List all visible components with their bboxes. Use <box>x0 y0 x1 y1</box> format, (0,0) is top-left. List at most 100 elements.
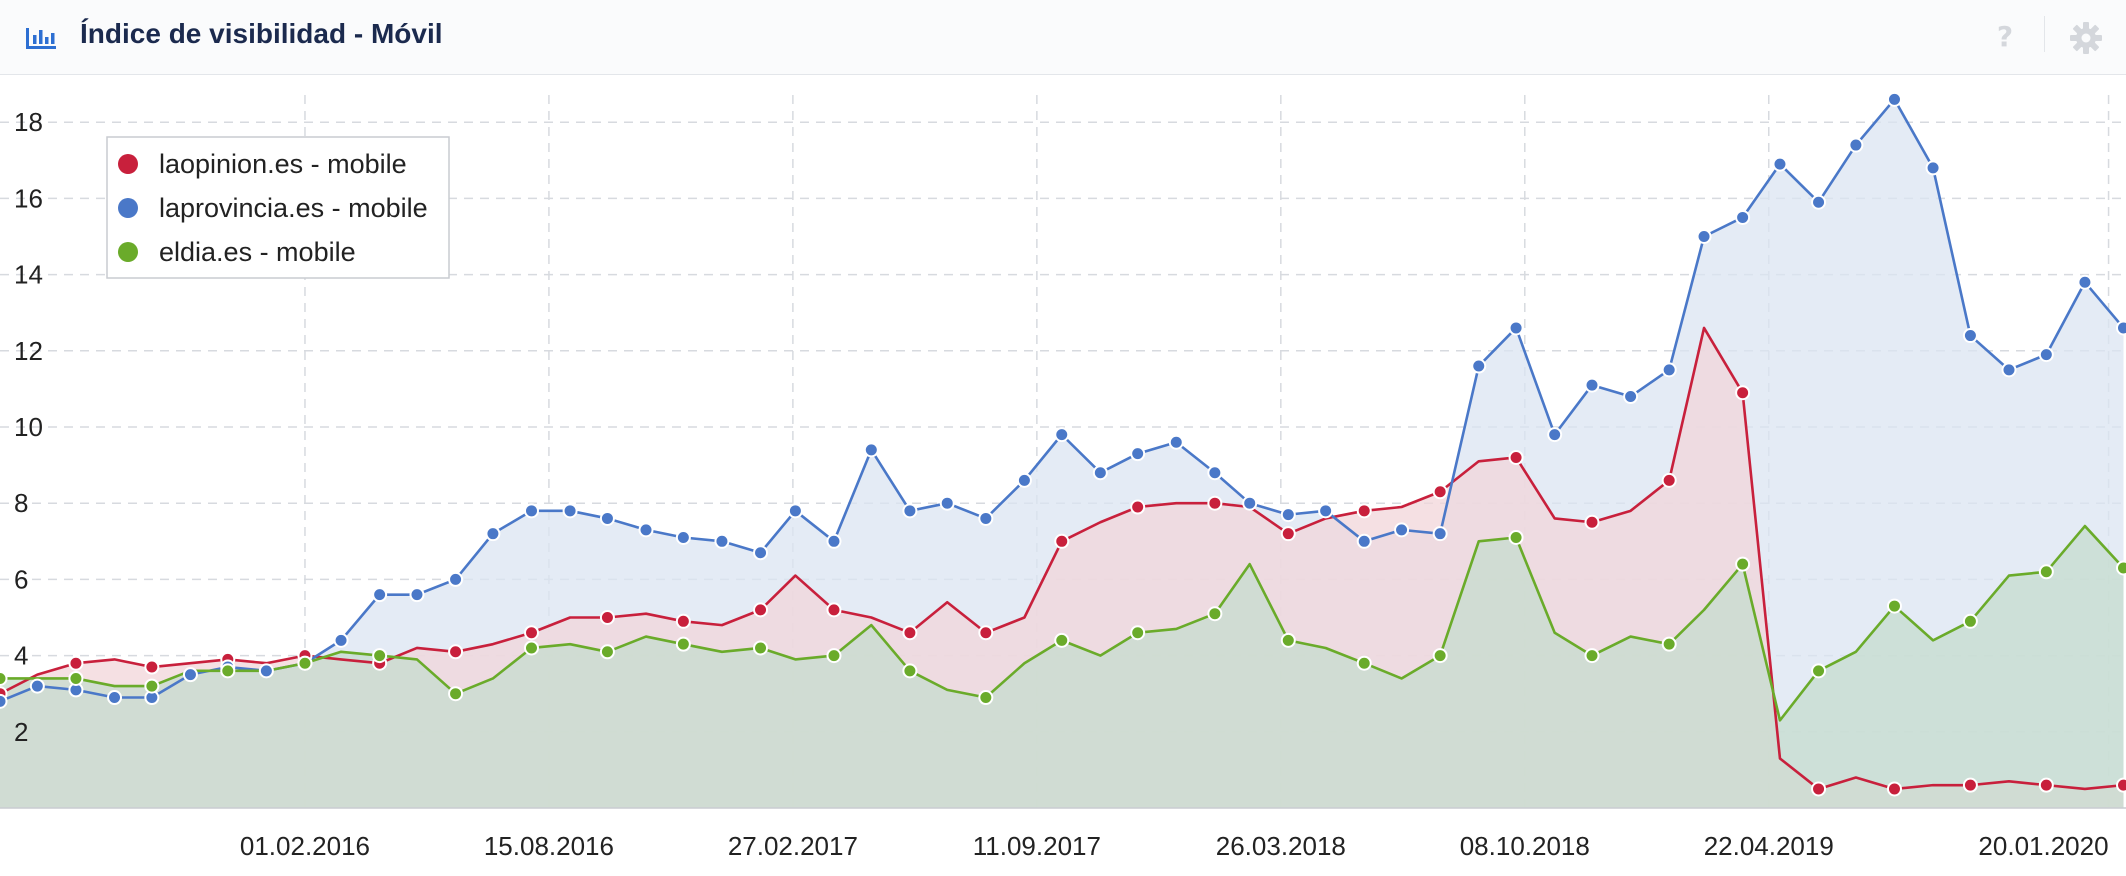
data-point[interactable] <box>978 625 994 641</box>
data-point[interactable] <box>448 644 464 660</box>
data-point[interactable] <box>826 533 842 549</box>
data-point[interactable] <box>68 670 84 686</box>
data-point[interactable] <box>1886 91 1902 107</box>
data-point[interactable] <box>826 602 842 618</box>
data-point[interactable] <box>902 663 918 679</box>
data-point[interactable] <box>144 659 160 675</box>
data-point[interactable] <box>144 678 160 694</box>
data-point[interactable] <box>2038 347 2054 363</box>
data-point[interactable] <box>1280 526 1296 542</box>
data-point[interactable] <box>448 686 464 702</box>
data-point[interactable] <box>333 632 349 648</box>
legend-label[interactable]: laopinion.es - mobile <box>159 149 407 179</box>
data-point[interactable] <box>68 655 84 671</box>
data-point[interactable] <box>29 678 45 694</box>
data-point[interactable] <box>1925 160 1941 176</box>
data-point[interactable] <box>902 503 918 519</box>
data-point[interactable] <box>1661 362 1677 378</box>
data-point[interactable] <box>1735 209 1751 225</box>
data-point[interactable] <box>1811 663 1827 679</box>
data-point[interactable] <box>1735 556 1751 572</box>
data-point[interactable] <box>372 587 388 603</box>
data-point[interactable] <box>753 602 769 618</box>
data-point[interactable] <box>0 693 8 709</box>
data-point[interactable] <box>1471 358 1487 374</box>
data-point[interactable] <box>1623 389 1639 405</box>
data-point[interactable] <box>1054 533 1070 549</box>
data-point[interactable] <box>826 648 842 664</box>
data-point[interactable] <box>562 503 578 519</box>
data-point[interactable] <box>1886 598 1902 614</box>
data-point[interactable] <box>409 587 425 603</box>
data-point[interactable] <box>1584 514 1600 530</box>
data-point[interactable] <box>1394 522 1410 538</box>
data-point[interactable] <box>1584 377 1600 393</box>
data-point[interactable] <box>599 610 615 625</box>
data-point[interactable] <box>1432 526 1448 542</box>
data-point[interactable] <box>1508 320 1524 336</box>
data-point[interactable] <box>2038 564 2054 580</box>
data-point[interactable] <box>787 503 803 519</box>
data-point[interactable] <box>524 640 539 656</box>
data-point[interactable] <box>714 533 730 549</box>
data-point[interactable] <box>1280 507 1296 523</box>
data-point[interactable] <box>2116 560 2126 576</box>
data-point[interactable] <box>1092 465 1108 481</box>
data-point[interactable] <box>1130 625 1146 641</box>
data-point[interactable] <box>1886 781 1902 797</box>
data-point[interactable] <box>2038 777 2054 793</box>
data-point[interactable] <box>1356 655 1372 671</box>
data-point[interactable] <box>939 495 955 511</box>
data-point[interactable] <box>1848 137 1864 153</box>
data-point[interactable] <box>1432 648 1448 664</box>
data-point[interactable] <box>753 640 769 656</box>
data-point[interactable] <box>1661 636 1677 652</box>
data-point[interactable] <box>1318 503 1334 519</box>
data-point[interactable] <box>599 510 615 526</box>
data-point[interactable] <box>1207 495 1223 511</box>
data-point[interactable] <box>1242 495 1258 511</box>
gear-icon[interactable] <box>2068 20 2104 56</box>
data-point[interactable] <box>1962 613 1978 629</box>
data-point[interactable] <box>182 667 198 683</box>
data-point[interactable] <box>753 545 769 561</box>
data-point[interactable] <box>297 655 313 671</box>
data-point[interactable] <box>524 503 539 519</box>
data-point[interactable] <box>1811 194 1827 210</box>
data-point[interactable] <box>902 625 918 641</box>
data-point[interactable] <box>1054 427 1070 443</box>
data-point[interactable] <box>2116 320 2126 336</box>
data-point[interactable] <box>107 690 123 706</box>
data-point[interactable] <box>1772 156 1788 172</box>
data-point[interactable] <box>1207 465 1223 481</box>
data-point[interactable] <box>1584 648 1600 664</box>
data-point[interactable] <box>675 636 691 652</box>
data-point[interactable] <box>1432 484 1448 500</box>
data-point[interactable] <box>1508 529 1524 545</box>
data-point[interactable] <box>1207 606 1223 622</box>
data-point[interactable] <box>372 648 388 664</box>
data-point[interactable] <box>1735 385 1751 401</box>
data-point[interactable] <box>2001 362 2017 378</box>
data-point[interactable] <box>1811 781 1827 797</box>
data-point[interactable] <box>0 670 8 686</box>
data-point[interactable] <box>978 510 994 526</box>
data-point[interactable] <box>1356 533 1372 549</box>
data-point[interactable] <box>1130 446 1146 462</box>
data-point[interactable] <box>1168 434 1184 450</box>
data-point[interactable] <box>1130 499 1146 515</box>
data-point[interactable] <box>2077 274 2093 290</box>
data-point[interactable] <box>978 690 994 706</box>
data-point[interactable] <box>863 442 879 458</box>
data-point[interactable] <box>1962 777 1978 793</box>
data-point[interactable] <box>599 644 615 660</box>
data-point[interactable] <box>524 625 539 641</box>
legend-label[interactable]: laprovincia.es - mobile <box>159 193 428 223</box>
data-point[interactable] <box>675 529 691 545</box>
data-point[interactable] <box>1661 472 1677 488</box>
data-point[interactable] <box>258 663 274 679</box>
data-point[interactable] <box>1016 472 1032 488</box>
question-icon[interactable]: ? <box>1996 20 2014 53</box>
legend-label[interactable]: eldia.es - mobile <box>159 237 356 267</box>
data-point[interactable] <box>2116 777 2126 793</box>
